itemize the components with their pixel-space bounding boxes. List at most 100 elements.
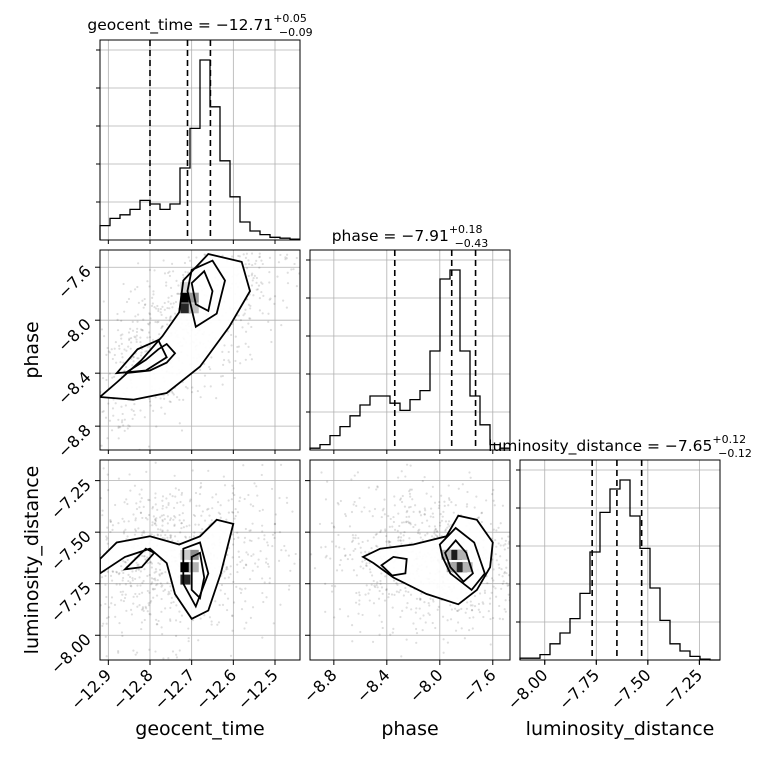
scatter-point: [159, 307, 162, 311]
scatter-point: [141, 328, 144, 332]
scatter-point: [450, 501, 453, 504]
scatter-point: [119, 361, 122, 364]
scatter-point: [355, 591, 358, 595]
scatter-point: [414, 611, 417, 614]
scatter-point: [469, 600, 472, 603]
scatter-point: [146, 518, 149, 521]
scatter-point: [115, 571, 119, 574]
scatter-point: [181, 512, 184, 515]
scatter-point: [189, 498, 192, 501]
scatter-point: [48, 431, 50, 433]
scatter-point: [279, 253, 282, 257]
scatter-point: [152, 577, 155, 581]
scatter-point: [154, 618, 158, 621]
scatter-point: [191, 619, 195, 622]
scatter-point: [150, 562, 154, 565]
scatter-point: [456, 609, 460, 613]
scatter-point: [392, 515, 395, 519]
scatter-point: [283, 544, 286, 548]
scatter-point: [523, 573, 525, 575]
scatter-point: [237, 550, 240, 553]
scatter-point: [101, 509, 104, 512]
scatter-point: [116, 312, 119, 316]
scatter-point: [446, 526, 449, 529]
scatter-point: [149, 317, 152, 320]
contour-line-0: [100, 253, 251, 401]
scatter-point: [113, 353, 116, 357]
scatter-point: [9, 648, 11, 650]
scatter-point: [134, 336, 137, 339]
scatter-point: [503, 572, 506, 575]
scatter-point: [197, 639, 200, 642]
scatter-point: [247, 322, 250, 325]
scatter-point: [279, 225, 281, 227]
scatter-point: [273, 302, 276, 305]
scatter-point: [165, 281, 168, 284]
scatter-point: [285, 257, 288, 260]
scatter-point: [392, 627, 395, 630]
scatter-point: [229, 573, 232, 576]
scatter-point: [517, 548, 519, 550]
scatter-point: [397, 536, 400, 539]
scatter-point: [447, 504, 450, 507]
scatter-point: [234, 318, 237, 321]
scatter-point: [548, 605, 550, 607]
scatter-point: [231, 543, 235, 546]
scatter-point: [349, 553, 352, 556]
scatter-point: [120, 319, 123, 322]
scatter-point: [131, 579, 134, 582]
scatter-point: [203, 385, 206, 388]
scatter-point: [97, 639, 99, 641]
panel-frame: [309, 249, 511, 451]
hist-step-luminosity-distance: [519, 479, 720, 661]
scatter-point: [144, 605, 147, 608]
scatter-point: [128, 337, 131, 340]
scatter-point: [123, 310, 126, 313]
scatter-point: [522, 587, 524, 589]
y-tick-label: −7.50: [47, 527, 95, 575]
scatter-point: [223, 592, 227, 595]
scatter-point: [379, 529, 383, 532]
scatter-point: [117, 425, 120, 428]
scatter-point: [193, 514, 197, 518]
scatter-point: [432, 600, 435, 603]
scatter-point: [399, 589, 402, 592]
scatter-point: [330, 590, 334, 593]
scatter-point: [178, 519, 181, 522]
scatter-point: [434, 527, 437, 531]
scatter-point: [156, 304, 159, 308]
scatter-point: [150, 583, 153, 586]
scatter-point: [418, 511, 421, 514]
scatter-point: [425, 492, 428, 495]
scatter-point: [40, 417, 42, 419]
scatter-point: [43, 593, 45, 595]
scatter-point: [197, 523, 200, 526]
scatter-point: [504, 539, 507, 542]
scatter-point: [109, 520, 112, 523]
scatter-point: [376, 586, 379, 589]
scatter-point: [97, 564, 99, 566]
scatter-point: [103, 456, 105, 458]
scatter-point: [136, 320, 139, 323]
scatter-point: [173, 524, 176, 527]
scatter-point: [405, 463, 409, 466]
scatter-point: [165, 497, 168, 500]
scatter-point: [320, 471, 323, 474]
scatter-point: [199, 396, 202, 399]
scatter-point: [209, 244, 211, 246]
scatter-point: [176, 292, 179, 295]
scatter-point: [109, 574, 113, 577]
scatter-point: [167, 657, 170, 660]
scatter-point: [512, 572, 514, 574]
scatter-point: [390, 593, 394, 596]
scatter-point: [236, 350, 239, 353]
scatter-point: [348, 525, 352, 528]
scatter-point: [92, 553, 94, 555]
scatter-point: [511, 568, 513, 570]
scatter-point: [161, 499, 164, 502]
scatter-point: [433, 532, 436, 535]
scatter-point: [169, 535, 172, 539]
scatter-point: [134, 577, 137, 581]
scatter-point: [376, 157, 378, 159]
scatter-point: [204, 253, 207, 256]
